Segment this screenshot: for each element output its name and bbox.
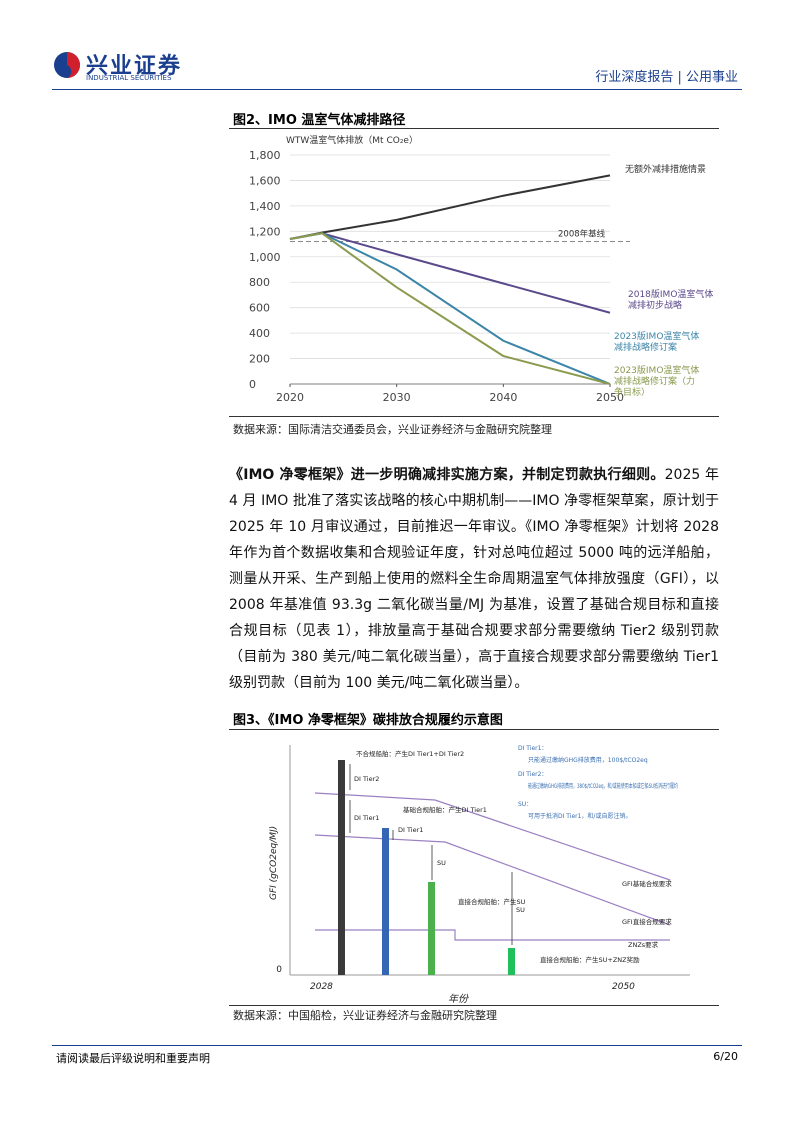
logo-text: 兴业证券 [86,54,183,79]
logo-icon [54,52,80,78]
label: SU [516,906,525,914]
znz-line [315,929,670,941]
rule [229,416,719,417]
chart: WTW温室气体排放（Mt CO₂e） 0 200 400 600 800 1,000 1,2… [249,134,630,404]
label: SU [437,859,446,867]
label: GFI基础合规要求 [622,879,672,888]
logo-en: INDUSTRIAL SECURITIES [86,74,172,82]
notes: DI Tier1： 只能通过缴纳GHG排放费用，100$/tCO2eq DI T… [518,745,678,820]
header-rule [52,89,742,90]
bar [382,828,389,975]
x-tick-label: 2050 [596,391,624,404]
note: 只能通过缴纳GHG排放费用，100$/tCO2eq [528,756,648,764]
origin: 0 [276,965,282,975]
y-tick-label: 1,000 [249,251,281,264]
base-req-line [314,792,671,881]
series-line [289,232,611,385]
x-tick-label: 2020 [276,391,304,404]
chart-area: WTW温室气体排放（Mt CO₂e） 0 200 400 600 800 1,000 1,2… [229,130,719,415]
lead: 《IMO 净零框架》进一步明确减排实施方案，并制定罚款执行细则。 [229,467,665,483]
y-tick-label: 600 [249,302,270,315]
footer-rule [52,1045,742,1046]
label: DI Tier1 [398,826,423,834]
arrows [349,764,513,945]
figure-title: 图2、IMO 温室气体减排路径 [233,113,406,128]
label: GFI直接合规要求 [622,917,672,926]
bar [338,760,345,975]
y-tick-label: 1,200 [249,225,281,238]
note: 可用于抵消DI Tier1，和/或自愿注销。 [528,812,631,820]
baseline-label: 2008年基线 [558,229,606,240]
series-label: 2023版IMO温室气体减排战略修订案 [614,332,700,353]
body: 2025 年 4 月 IMO 批准了落实该战略的核心中期机制——IMO 净零框架… [229,467,719,691]
note: DI Tier2： [518,771,547,778]
rule [229,128,719,129]
label: DI Tier2 [354,775,379,783]
note: SU： [518,801,532,808]
y-tick-label: 1,600 [249,174,281,187]
paragraph: 《IMO 净零框架》进一步明确减排实施方案，并制定罚款执行细则。2025 年 4… [229,462,719,696]
x-label: 2028 [310,982,333,992]
rule [229,1005,719,1006]
report-type: 行业深度报告 | 公用事业 [595,70,738,85]
x-axis-title: 年份 [448,993,469,1005]
y-tick-label: 200 [249,353,270,366]
figure-title: 图3、《IMO 净零框架》碳排放合规履约示意图 [233,713,503,728]
y-tick-label: 400 [249,327,270,340]
series-label: 2023版IMO温室气体减排战略修订案（力争目标） [614,366,700,398]
note: 能通过缴纳GHG排放费用，380$/tCO2eq，和/或能使用本船或它船SU抵消… [528,782,678,790]
y-tick-label: 800 [249,276,270,289]
series-label: 无额外减排措施情景 [625,165,707,175]
bar [428,882,435,975]
y-axis-title: WTW温室气体排放（Mt CO₂e） [286,134,418,146]
label: 直接合规船舶：产生SU+ZNZ奖励 [540,955,640,964]
label: DI Tier1 [354,814,379,822]
series-line [289,232,611,385]
rule [229,729,719,730]
y-axis-title: GFI (gCO2eq/MJ) [269,826,279,900]
note: DI Tier1： [518,745,547,752]
label: 基础合规船舶：产生DI Tier1 [403,805,487,814]
label: 直接合规船舶：产生SU [458,897,526,906]
x-tick-label: 2040 [489,391,517,404]
label: 不合规船舶：产生DI Tier1+DI Tier2 [356,749,464,758]
disclaimer: 请阅读最后评级说明和重要声明 [56,1052,210,1065]
x-tick-label: 2030 [383,391,411,404]
source: 数据来源：中国船检，兴业证券经济与金融研究院整理 [233,1009,497,1022]
y-tick-label: 1,800 [249,149,281,162]
label: ZNZs要求 [628,940,659,949]
series-label: 2018版IMO温室气体减排初步战略 [628,290,714,311]
y-tick-label: 1,400 [249,200,281,213]
y-tick-label: 0 [249,378,256,391]
x-label: 2050 [612,982,635,992]
source: 数据来源：国际清洁交通委员会，兴业证券经济与金融研究院整理 [233,423,552,436]
page-number: 6/20 [713,1050,738,1063]
diagram: 不合规船舶：产生DI Tier1+DI Tier2 DI Tier2 DI Ti… [269,745,690,1005]
direct-req-line [314,834,671,926]
bar [508,948,515,975]
